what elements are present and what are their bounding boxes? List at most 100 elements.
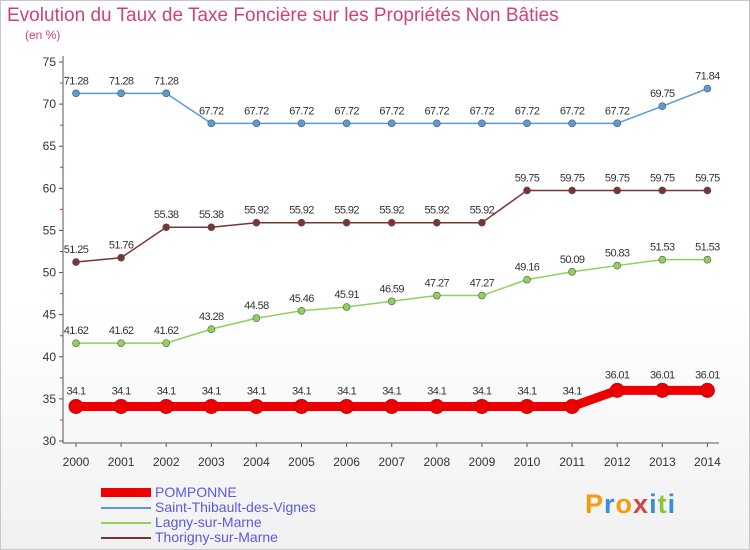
data-label: 34.1 bbox=[157, 385, 176, 397]
data-point bbox=[568, 119, 576, 128]
data-point bbox=[117, 339, 125, 347]
data-point bbox=[72, 339, 80, 347]
y-tick-label: 40 bbox=[43, 350, 57, 364]
data-label: 55.92 bbox=[244, 205, 269, 217]
data-label: 55.38 bbox=[199, 209, 224, 221]
data-label: 34.1 bbox=[517, 385, 536, 397]
logo-letter: P bbox=[585, 489, 605, 519]
data-point bbox=[162, 223, 170, 232]
data-point bbox=[658, 255, 667, 264]
legend-swatch bbox=[101, 537, 151, 539]
y-axis-unit-label: (en %) bbox=[25, 28, 61, 42]
data-label: 45.46 bbox=[289, 293, 314, 305]
data-point bbox=[297, 218, 306, 227]
y-tick-label: 35 bbox=[43, 392, 57, 406]
logo-letter: t bbox=[657, 489, 668, 519]
data-label: 67.72 bbox=[289, 105, 314, 117]
data-point bbox=[68, 398, 84, 414]
data-point bbox=[613, 186, 622, 195]
data-point bbox=[294, 398, 309, 414]
legend-label: Thorigny-sur-Marne bbox=[155, 529, 278, 545]
data-point bbox=[387, 119, 396, 128]
data-label: 67.72 bbox=[515, 105, 540, 117]
data-point bbox=[158, 398, 174, 414]
x-tick-label: 2012 bbox=[604, 455, 631, 469]
legend-swatch bbox=[101, 507, 151, 509]
x-tick-label: 2013 bbox=[649, 455, 676, 469]
data-label: 50.09 bbox=[560, 254, 585, 266]
data-point bbox=[703, 84, 712, 93]
data-point bbox=[72, 89, 80, 98]
legend-label: Saint-Thibault-des-Vignes bbox=[155, 499, 316, 515]
data-label: 67.72 bbox=[470, 105, 495, 117]
x-tick-label: 2000 bbox=[63, 455, 90, 469]
data-point bbox=[297, 306, 306, 315]
data-label: 44.58 bbox=[244, 300, 269, 312]
data-point bbox=[478, 291, 486, 300]
data-point bbox=[523, 186, 531, 195]
data-label: 55.92 bbox=[379, 205, 404, 217]
data-label: 43.28 bbox=[199, 311, 224, 323]
data-point bbox=[72, 258, 80, 266]
data-label: 41.62 bbox=[109, 325, 134, 337]
proxiti-logo: Proxiti bbox=[585, 489, 676, 520]
x-tick-label: 2011 bbox=[559, 455, 585, 469]
data-point bbox=[568, 186, 576, 195]
y-tick-label: 45 bbox=[43, 308, 57, 322]
data-label: 34.1 bbox=[202, 385, 221, 397]
data-point bbox=[429, 398, 445, 414]
data-label: 59.75 bbox=[605, 172, 630, 184]
data-label: 59.75 bbox=[560, 172, 585, 184]
x-tick-label: 2014 bbox=[694, 455, 721, 469]
data-label: 71.84 bbox=[695, 71, 720, 83]
data-label: 41.62 bbox=[154, 325, 179, 337]
data-label: 59.75 bbox=[650, 172, 675, 184]
data-label: 34.1 bbox=[427, 385, 446, 397]
data-point bbox=[252, 218, 261, 227]
x-tick-label: 2010 bbox=[514, 455, 541, 469]
data-point bbox=[117, 253, 125, 262]
data-point bbox=[703, 186, 712, 195]
legend-swatch bbox=[101, 488, 151, 497]
data-label: 34.1 bbox=[563, 385, 582, 397]
data-point bbox=[432, 119, 441, 128]
data-point bbox=[613, 119, 622, 128]
data-label: 36.01 bbox=[605, 369, 630, 381]
data-point bbox=[654, 382, 670, 398]
data-point bbox=[387, 218, 396, 227]
data-point bbox=[564, 398, 580, 414]
data-label: 55.92 bbox=[289, 205, 314, 217]
data-label: 46.59 bbox=[379, 283, 404, 295]
data-point bbox=[384, 398, 400, 414]
data-point bbox=[432, 291, 441, 300]
data-label: 69.75 bbox=[650, 88, 675, 100]
x-tick-label: 2009 bbox=[469, 455, 496, 469]
data-label: 55.92 bbox=[425, 205, 450, 217]
data-label: 59.75 bbox=[515, 172, 540, 184]
data-label: 34.1 bbox=[112, 385, 131, 397]
data-point bbox=[252, 119, 261, 128]
data-label: 51.25 bbox=[64, 244, 89, 256]
line-chart: 30 35 40 45 50 55 60 65 70 75 2000 2001 2002 2003 2004… bbox=[43, 55, 721, 469]
x-tick-label: 2008 bbox=[423, 455, 450, 469]
data-point bbox=[478, 119, 486, 128]
y-tick-label: 65 bbox=[43, 139, 57, 153]
data-point bbox=[703, 255, 712, 264]
legend-label: POMPONNE bbox=[155, 484, 237, 500]
data-point bbox=[117, 89, 125, 98]
data-label: 67.72 bbox=[334, 105, 359, 117]
data-point bbox=[658, 186, 667, 195]
series-layer bbox=[68, 84, 715, 414]
data-label: 67.72 bbox=[244, 105, 269, 117]
x-tick-label: 2003 bbox=[198, 455, 225, 469]
logo-letter: i bbox=[667, 489, 677, 519]
x-tick-label: 2001 bbox=[108, 455, 135, 469]
x-tick-label: 2006 bbox=[333, 455, 360, 469]
data-label: 55.92 bbox=[334, 205, 359, 217]
data-label: 55.38 bbox=[154, 209, 179, 221]
data-point bbox=[478, 218, 486, 227]
x-tick-label: 2005 bbox=[288, 455, 315, 469]
y-tick-label: 70 bbox=[43, 97, 57, 111]
data-point bbox=[342, 119, 351, 128]
